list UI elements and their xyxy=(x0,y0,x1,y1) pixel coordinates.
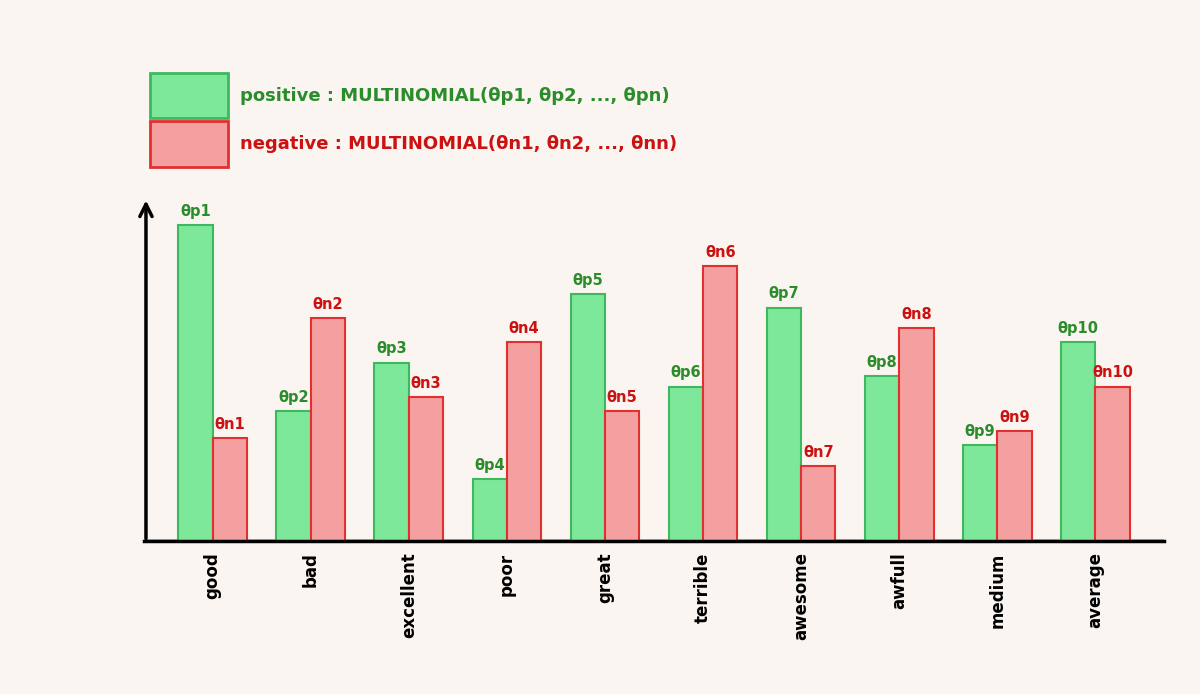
Bar xyxy=(374,362,409,541)
Text: θn10: θn10 xyxy=(1092,366,1133,380)
Text: θn3: θn3 xyxy=(410,375,442,391)
Bar xyxy=(571,294,605,541)
Bar xyxy=(1096,387,1129,541)
Text: θn5: θn5 xyxy=(607,389,637,405)
Bar xyxy=(1061,342,1096,541)
Text: θp8: θp8 xyxy=(866,355,898,370)
Bar xyxy=(899,328,934,541)
Bar xyxy=(409,397,443,541)
Text: θn7: θn7 xyxy=(803,445,834,459)
Text: positive : MULTINOMIAL(θp1, θp2, ..., θpn): positive : MULTINOMIAL(θp1, θp2, ..., θp… xyxy=(240,87,670,105)
Bar xyxy=(962,445,997,541)
Text: θp3: θp3 xyxy=(377,341,407,357)
Text: negative : MULTINOMIAL(θn1, θn2, ..., θnn): negative : MULTINOMIAL(θn1, θn2, ..., θn… xyxy=(240,135,677,153)
Bar xyxy=(997,432,1032,541)
Bar xyxy=(865,376,899,541)
Text: θp5: θp5 xyxy=(572,273,604,288)
Text: θp4: θp4 xyxy=(474,458,505,473)
Text: θn1: θn1 xyxy=(215,417,245,432)
Bar xyxy=(703,266,737,541)
Bar xyxy=(276,411,311,541)
Text: θp9: θp9 xyxy=(965,424,996,439)
Text: θp10: θp10 xyxy=(1057,321,1099,336)
Text: θn9: θn9 xyxy=(1000,410,1030,425)
Text: θp2: θp2 xyxy=(278,389,308,405)
Bar xyxy=(311,318,346,541)
Text: θn8: θn8 xyxy=(901,307,931,322)
Bar xyxy=(473,480,506,541)
Bar xyxy=(506,342,541,541)
Bar xyxy=(212,438,247,541)
Bar xyxy=(802,466,835,541)
Bar xyxy=(179,225,212,541)
Text: θp1: θp1 xyxy=(180,204,211,219)
Bar xyxy=(605,411,640,541)
Bar xyxy=(767,307,802,541)
Text: θn6: θn6 xyxy=(704,245,736,260)
Bar xyxy=(668,387,703,541)
Text: θn4: θn4 xyxy=(509,321,539,336)
Text: θn2: θn2 xyxy=(312,297,343,312)
Text: θp7: θp7 xyxy=(769,287,799,301)
Text: θp6: θp6 xyxy=(671,366,701,380)
